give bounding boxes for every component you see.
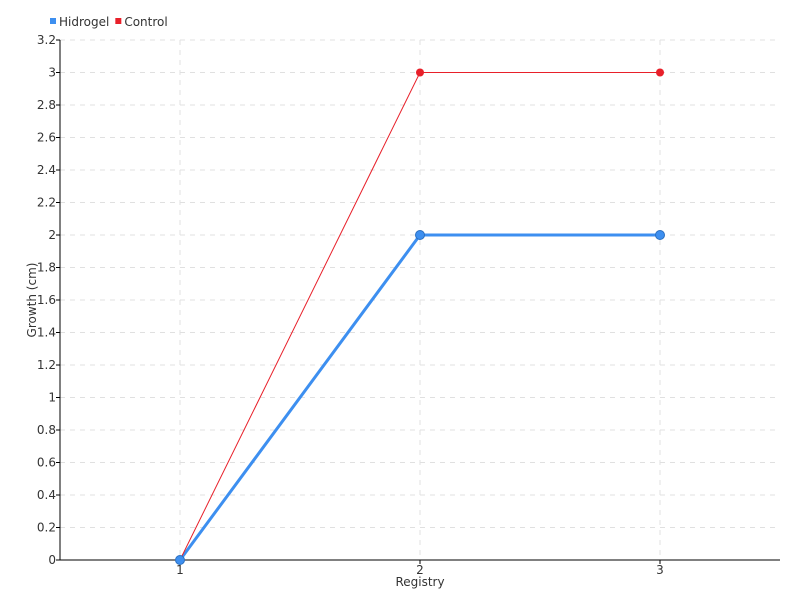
y-tick-label: 1 [48, 391, 56, 405]
data-point-control [416, 68, 424, 77]
y-tick-label: 2.6 [37, 131, 56, 145]
y-tick-label: 0.6 [37, 456, 56, 470]
legend-label-hidrogel: Hidrogel [59, 15, 109, 29]
series-layer [175, 68, 665, 565]
data-point-hidrogel [415, 230, 425, 240]
x-tick-label: 3 [656, 563, 664, 577]
y-tick-label: 0.4 [37, 488, 56, 502]
y-tick-label: 0 [48, 553, 56, 567]
y-tick-label: 1.2 [37, 358, 56, 372]
y-tick-label: 1.8 [37, 261, 56, 275]
x-tick-label: 1 [176, 563, 184, 577]
data-point-hidrogel [655, 230, 665, 240]
series-line-control [179, 72, 660, 561]
data-point-control [656, 68, 664, 77]
grid [60, 39, 780, 561]
y-tick-label: 1.6 [37, 293, 56, 307]
axes: 0 0.2 0.4 0.6 0.8 1 1.2 1.4 1.6 1.8 2 2.2 2.4 2.6 2.8 3… [37, 33, 780, 577]
legend-label-control: Control [124, 15, 167, 29]
y-tick-label: 2.2 [37, 196, 56, 210]
legend-swatch-hidrogel [50, 18, 56, 24]
legend-swatch-control [115, 18, 122, 24]
y-tick-label: 2.4 [37, 163, 56, 177]
y-tick-label: 0.8 [37, 423, 56, 437]
y-tick-label: 2 [48, 228, 56, 242]
x-tick-label: 2 [416, 563, 424, 577]
y-axis-label: Growth (cm) [25, 263, 39, 338]
data-point-hidrogel [175, 555, 185, 565]
legend[interactable]: Hidrogel Control [50, 15, 168, 29]
y-tick-label: 3.2 [37, 33, 56, 47]
y-tick-label: 3 [48, 66, 56, 80]
y-tick-label: 2.8 [37, 98, 56, 112]
y-tick-label: 0.2 [37, 521, 56, 535]
x-axis-label: Registry [395, 575, 444, 589]
y-tick-label: 1.4 [37, 326, 56, 340]
